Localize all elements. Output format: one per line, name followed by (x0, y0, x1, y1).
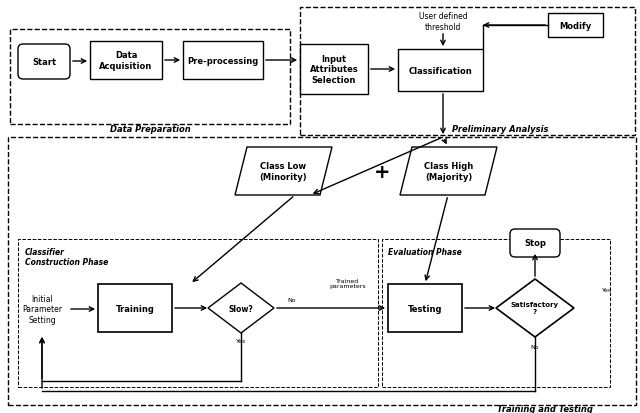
Text: Pre-processing: Pre-processing (188, 56, 259, 65)
Text: Satisfactory
?: Satisfactory ? (511, 302, 559, 315)
Text: No: No (288, 297, 296, 302)
Text: Yes: Yes (236, 339, 246, 344)
Bar (10, 30, 290, 125)
Text: No: No (531, 345, 540, 350)
Text: Class Low
(Minority): Class Low (Minority) (260, 162, 307, 181)
FancyBboxPatch shape (90, 42, 162, 80)
FancyBboxPatch shape (183, 42, 263, 80)
Text: Slow?: Slow? (228, 304, 253, 313)
Text: Training and Testing: Training and Testing (497, 404, 593, 413)
Text: Training: Training (116, 304, 154, 313)
Text: Stop: Stop (524, 239, 546, 248)
FancyBboxPatch shape (388, 284, 462, 332)
Bar (300, 8, 635, 136)
Text: Input
Attributes
Selection: Input Attributes Selection (310, 55, 358, 85)
FancyBboxPatch shape (510, 230, 560, 257)
FancyBboxPatch shape (300, 45, 368, 95)
Text: Initial
Parameter
Setting: Initial Parameter Setting (22, 294, 62, 324)
Text: +: + (374, 162, 390, 181)
Text: Modify: Modify (559, 21, 591, 31)
Text: Class High
(Majority): Class High (Majority) (424, 162, 473, 181)
FancyBboxPatch shape (18, 45, 70, 80)
Text: Classifier
Construction Phase: Classifier Construction Phase (25, 247, 108, 267)
FancyBboxPatch shape (98, 284, 172, 332)
Text: Evaluation Phase: Evaluation Phase (388, 247, 461, 256)
FancyBboxPatch shape (398, 50, 483, 92)
Text: Data Preparation: Data Preparation (109, 125, 190, 134)
Polygon shape (400, 147, 497, 195)
Bar (8, 138, 636, 405)
Text: Classification: Classification (408, 66, 472, 75)
Text: Preliminary Analysis: Preliminary Analysis (452, 125, 548, 134)
Text: Data
Acquisition: Data Acquisition (99, 51, 152, 71)
FancyBboxPatch shape (548, 14, 603, 38)
Bar (382, 240, 610, 387)
Text: Trained
parameters: Trained parameters (330, 278, 366, 289)
Text: Start: Start (32, 58, 56, 67)
Text: Yes: Yes (602, 287, 612, 292)
Text: Testing: Testing (408, 304, 442, 313)
Bar (18, 240, 378, 387)
Text: User defined
threshold: User defined threshold (419, 12, 467, 32)
Polygon shape (496, 279, 574, 337)
Polygon shape (208, 283, 274, 333)
Polygon shape (235, 147, 332, 195)
